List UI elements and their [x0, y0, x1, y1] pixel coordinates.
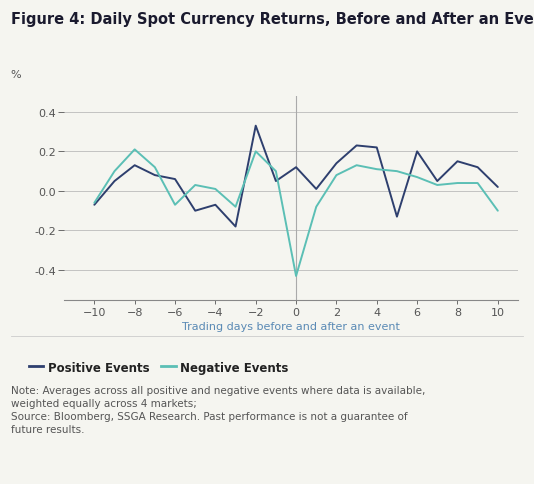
- Legend: Positive Events, Negative Events: Positive Events, Negative Events: [29, 361, 289, 374]
- Text: %: %: [11, 70, 21, 80]
- X-axis label: Trading days before and after an event: Trading days before and after an event: [182, 321, 400, 331]
- Text: Figure 4: Daily Spot Currency Returns, Before and After an Event: Figure 4: Daily Spot Currency Returns, B…: [11, 12, 534, 27]
- Text: Note: Averages across all positive and negative events where data is available,
: Note: Averages across all positive and n…: [11, 385, 425, 434]
